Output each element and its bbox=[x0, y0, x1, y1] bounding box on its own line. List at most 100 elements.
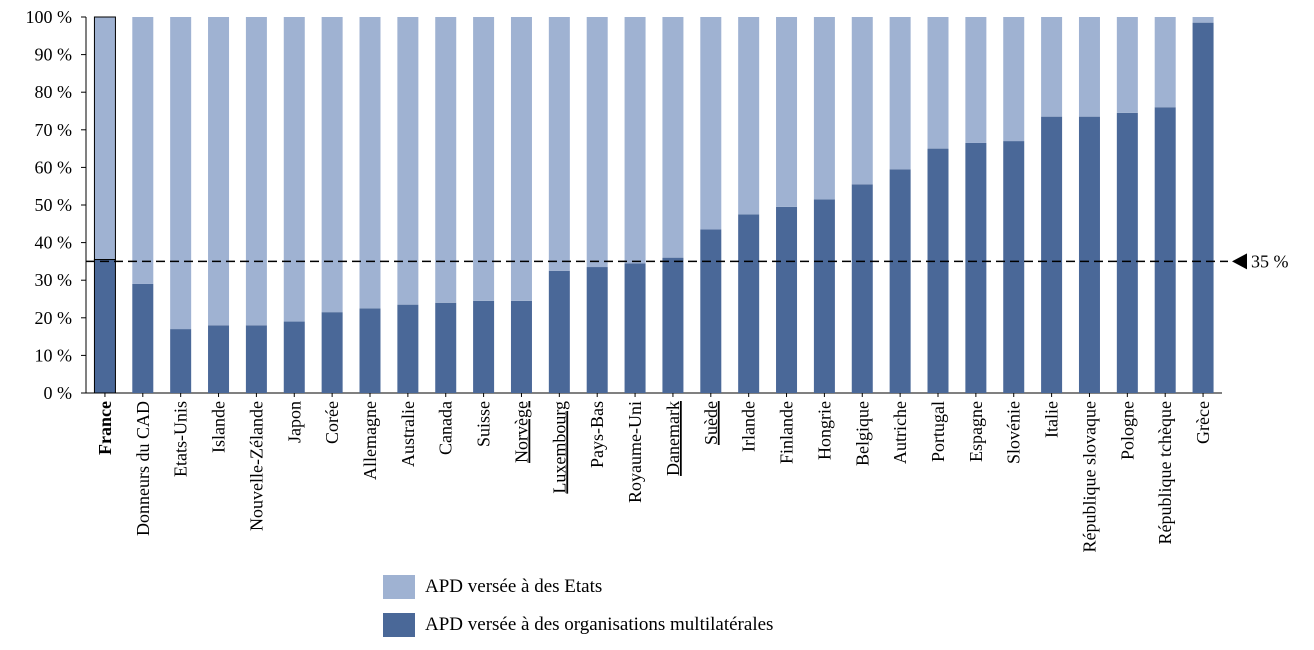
y-tick-label: 50 % bbox=[35, 195, 73, 215]
x-tick-label: Autriche bbox=[890, 401, 910, 464]
legend-swatch-multilateral bbox=[383, 613, 415, 637]
bar-states bbox=[93, 16, 116, 261]
bar-states bbox=[397, 17, 419, 305]
y-tick-label: 30 % bbox=[35, 270, 73, 290]
x-tick-label: Donneurs du CAD bbox=[133, 401, 153, 536]
bar-multilateral bbox=[738, 214, 760, 393]
x-tick-label: Corée bbox=[322, 401, 342, 444]
stacked-bar-chart: 0 % 10 % 20 % 30 % 40 % 50 % 60 % 70 % 80 % 90 % 1… bbox=[26, 7, 1289, 552]
x-tick-label: Irlande bbox=[739, 401, 759, 452]
bar-states bbox=[1041, 17, 1063, 117]
x-tick-label: Pologne bbox=[1117, 401, 1137, 460]
bar-states bbox=[132, 17, 154, 284]
legend: APD versée à des Etats APD versée à des … bbox=[383, 572, 773, 648]
bar-multilateral bbox=[548, 270, 570, 393]
x-tick-label: Etats-Unis bbox=[171, 401, 191, 477]
bar-multilateral bbox=[397, 304, 419, 393]
bar-multilateral bbox=[700, 229, 722, 393]
bar-states bbox=[965, 17, 987, 143]
x-tick-label: Grèce bbox=[1193, 401, 1213, 444]
x-tick-label: Royaume-Uni bbox=[625, 401, 645, 503]
y-tick-label: 90 % bbox=[35, 45, 73, 65]
legend-swatch-states bbox=[383, 575, 415, 599]
x-tick-label: Islande bbox=[209, 401, 229, 453]
y-tick-label: 40 % bbox=[35, 233, 73, 253]
bar-states bbox=[359, 17, 381, 309]
bar-states bbox=[473, 17, 495, 301]
bar-multilateral bbox=[624, 263, 646, 393]
bar-multilateral bbox=[1154, 107, 1176, 394]
bar-multilateral bbox=[132, 283, 154, 393]
bar-states bbox=[321, 17, 343, 313]
legend-item-multilateral: APD versée à des organisations multilaté… bbox=[383, 610, 773, 640]
x-tick-label: Norvège bbox=[511, 401, 531, 463]
bar-states bbox=[738, 17, 760, 215]
bar-states bbox=[170, 17, 192, 330]
bar-multilateral bbox=[473, 300, 495, 393]
bar-states bbox=[435, 17, 457, 303]
x-tick-label: Pays-Bas bbox=[587, 401, 607, 468]
bar-multilateral bbox=[776, 206, 798, 393]
bar-multilateral bbox=[245, 325, 267, 393]
legend-label-multilateral: APD versée à des organisations multilaté… bbox=[425, 614, 774, 635]
bar-multilateral bbox=[170, 329, 192, 393]
bar-multilateral bbox=[359, 308, 381, 393]
bar-states bbox=[662, 17, 684, 258]
bar-states bbox=[1154, 17, 1176, 108]
bar-multilateral bbox=[851, 184, 873, 393]
bar-multilateral bbox=[1192, 22, 1214, 393]
bar-multilateral bbox=[321, 312, 343, 393]
y-tick-label: 10 % bbox=[35, 345, 73, 365]
bar-multilateral bbox=[813, 199, 835, 393]
y-tick-label: 80 % bbox=[35, 82, 73, 102]
bar-multilateral bbox=[1116, 112, 1138, 393]
bar-states bbox=[700, 17, 722, 230]
bar-multilateral bbox=[662, 257, 684, 393]
bar-states bbox=[208, 17, 230, 326]
bar-states bbox=[510, 17, 532, 301]
bar-multilateral bbox=[1078, 116, 1100, 393]
bar-multilateral bbox=[208, 325, 230, 393]
bar-multilateral bbox=[283, 321, 305, 393]
bar-states bbox=[1003, 17, 1025, 142]
x-tick-label: Australie bbox=[398, 401, 418, 467]
bar-states bbox=[813, 17, 835, 200]
x-tick-label: Allemagne bbox=[360, 401, 380, 480]
y-tick-label: 0 % bbox=[44, 383, 73, 403]
bar-states bbox=[548, 17, 570, 271]
bar-states bbox=[245, 17, 267, 326]
y-tick-label: 60 % bbox=[35, 157, 73, 177]
bar-multilateral bbox=[586, 267, 608, 393]
reference-arrow-icon bbox=[1232, 253, 1247, 270]
bar-states bbox=[1078, 17, 1100, 117]
bar-states bbox=[1116, 17, 1138, 113]
y-tick-label: 20 % bbox=[35, 308, 73, 328]
bar-states bbox=[624, 17, 646, 264]
bar-states bbox=[927, 17, 949, 149]
x-tick-label: Danemark bbox=[663, 401, 683, 476]
bar-states bbox=[586, 17, 608, 268]
x-tick-label: Hongrie bbox=[814, 401, 834, 460]
x-tick-label: Finlande bbox=[777, 401, 797, 464]
x-tick-label: République tchèque bbox=[1155, 401, 1175, 544]
legend-label-states: APD versée à des Etats bbox=[425, 576, 603, 597]
x-tick-label: Luxembourg bbox=[549, 401, 569, 494]
x-tick-label: Portugal bbox=[928, 401, 948, 462]
x-tick-label: Suède bbox=[701, 401, 721, 445]
x-tick-label: Belgique bbox=[852, 401, 872, 466]
x-tick-label: Espagne bbox=[966, 401, 986, 462]
bar-states bbox=[283, 17, 305, 322]
bar-states bbox=[1192, 17, 1214, 23]
y-tick-label: 70 % bbox=[35, 120, 73, 140]
reference-line-label: 35 % bbox=[1251, 251, 1289, 271]
bar-multilateral bbox=[510, 300, 532, 393]
y-tick-label: 100 % bbox=[26, 7, 73, 27]
bar-multilateral bbox=[889, 169, 911, 393]
x-tick-label: Italie bbox=[1042, 401, 1062, 438]
bar-multilateral bbox=[927, 148, 949, 393]
bar-multilateral bbox=[965, 142, 987, 393]
x-tick-label: Canada bbox=[436, 401, 456, 455]
x-tick-label: France bbox=[95, 401, 115, 455]
x-tick-label: République slovaque bbox=[1079, 401, 1099, 552]
bar-multilateral bbox=[435, 302, 457, 393]
